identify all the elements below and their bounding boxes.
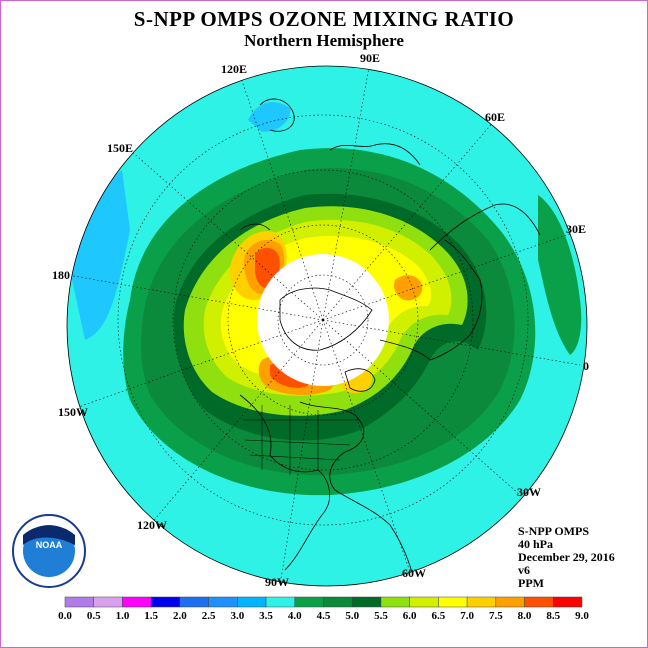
colorbar-swatch: [409, 596, 439, 608]
colorbar-swatch: [351, 596, 382, 608]
colorbar-tick-label: 6.0: [403, 610, 417, 622]
colorbar-swatch: [553, 596, 583, 608]
colorbar-tick-label: 8.5: [546, 610, 560, 622]
meridian-150e: [129, 149, 324, 321]
lon-label-60w: 60W: [402, 566, 426, 580]
lon-label-120e: 120E: [221, 62, 247, 76]
colorbar-tick-label: 2.0: [173, 610, 187, 622]
colorbar-swatch: [64, 596, 94, 608]
colorbar-tick-label: 8.0: [518, 610, 532, 622]
lon-label-60e: 60E: [485, 110, 505, 124]
coastline-greenland-south: [344, 368, 376, 392]
info-level: 40 hPa: [518, 537, 554, 551]
colorbar-swatch: [208, 596, 238, 608]
coastline-europe: [379, 239, 483, 361]
colorbar-tick-label: 0.5: [87, 610, 101, 622]
lon-label-0: 0: [583, 359, 589, 373]
meridian-0: [322, 319, 581, 366]
coastline-kamchatka: [259, 98, 295, 132]
colorbar-tick-label: 9.0: [575, 610, 589, 622]
colorbar-swatch: [524, 596, 554, 608]
state-boundaries: [243, 405, 360, 475]
lon-label-180: 180: [52, 268, 70, 282]
colorbar-tick-label: 7.5: [489, 610, 503, 622]
lon-label-90w: 90W: [265, 575, 289, 589]
ozone-contour-east-edge: [538, 195, 582, 355]
colorbar-tick-label: 6.5: [432, 610, 446, 622]
colorbar-tick-label: 0.0: [58, 610, 72, 622]
coastline-asia-west: [429, 203, 541, 251]
meridian-150w: [69, 319, 324, 411]
colorbar-swatch: [495, 596, 525, 608]
coastline-arctic: [279, 287, 373, 351]
colorbar-swatch: [323, 596, 353, 608]
meridian-120e: [239, 74, 324, 321]
colorbar-swatch: [122, 596, 152, 608]
colorbar-tick-label: 2.5: [202, 610, 216, 622]
meridian-180: [67, 274, 324, 321]
colorbar-tick-label: 1.5: [144, 610, 158, 622]
latitude-circle: [277, 274, 369, 366]
info-date: December 29, 2016: [518, 550, 615, 564]
colorbar: 0.0 0.5 1.0 1.5 2.0 2.5 3.0 3.5 4.0 4.5 5.0 5.5 6.0 6…: [58, 596, 589, 622]
colorbar-tick-label: 4.5: [317, 610, 331, 622]
colorbar-swatch: [265, 596, 296, 608]
info-units: PPM: [518, 576, 544, 590]
colorbar-swatch: [466, 596, 497, 608]
coastline-north-america-east: [299, 401, 416, 586]
colorbar-tick-label: 4.0: [288, 610, 302, 622]
info-version: v6: [518, 563, 530, 577]
meridian-30e: [322, 231, 576, 321]
ozone-contour-low-north: [248, 102, 291, 132]
colorbar-tick-label: 3.5: [259, 610, 273, 622]
colorbar-swatch: [179, 596, 209, 608]
lon-label-150w: 150W: [58, 405, 88, 419]
lon-label-30w: 30W: [517, 485, 541, 499]
page-title: S-NPP OMPS OZONE MIXING RATIO: [133, 7, 515, 31]
ozone-field: [67, 66, 587, 586]
noaa-logo-text: NOAA: [36, 540, 63, 550]
colorbar-tick-label: 7.0: [460, 610, 474, 622]
ozone-contour-7-5-east: [394, 275, 423, 301]
colorbar-tick-label: 3.0: [230, 610, 244, 622]
colorbar-tick-label: 1.0: [116, 610, 130, 622]
graticule: [67, 66, 581, 586]
lon-label-30e: 30E: [566, 222, 586, 236]
colorbar-swatch: [438, 596, 468, 608]
coastline-alaska: [239, 223, 271, 231]
colorbar-swatch: [380, 596, 410, 608]
lon-label-150e: 150E: [107, 141, 133, 155]
colorbar-swatch: [237, 596, 267, 608]
colorbar-swatch: [150, 596, 181, 608]
lon-label-90e: 90E: [360, 51, 380, 65]
latitude-circle: [172, 169, 474, 471]
lon-label-120w: 120W: [137, 518, 167, 532]
colorbar-tick-label: 5.0: [345, 610, 359, 622]
meridian-120w: [149, 319, 324, 526]
noaa-logo: NOAA: [12, 514, 86, 588]
latitude-circle: [227, 224, 419, 416]
latitude-circle: [117, 114, 529, 526]
ozone-contour-low-west: [70, 170, 130, 340]
info-block: S-NPP OMPS 40 hPa December 29, 2016 v6 P…: [518, 525, 615, 590]
colorbar-swatch: [93, 596, 123, 608]
globe-outline: [66, 65, 588, 587]
page-subtitle: Northern Hemisphere: [244, 31, 404, 50]
info-instrument: S-NPP OMPS: [518, 524, 589, 538]
meridian-90w: [279, 319, 324, 586]
colorbar-swatch: [294, 596, 324, 608]
noaa-logo-bird: [23, 525, 75, 545]
meridian-60w: [322, 319, 411, 573]
coastline-asia-north: [329, 143, 421, 166]
colorbar-tick-label: 5.5: [374, 610, 388, 622]
